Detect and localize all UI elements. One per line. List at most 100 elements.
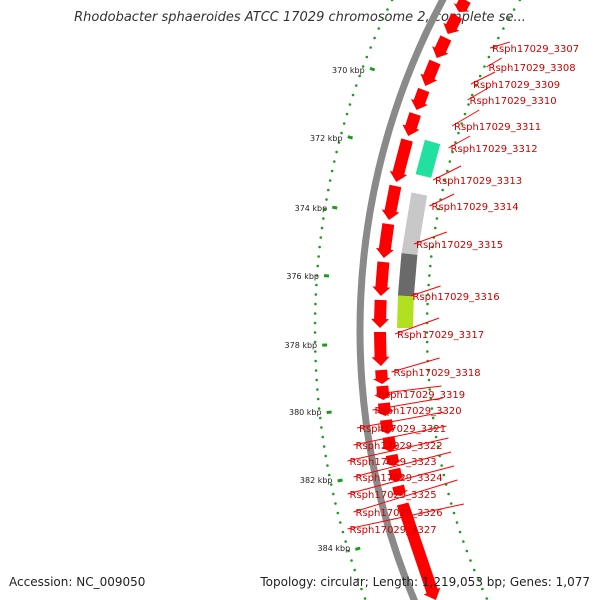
left-dot (313, 340, 317, 344)
gene-label: Rsph17029_3326 (356, 508, 443, 519)
gene-label: Rsph17029_3312 (451, 144, 538, 155)
left-dot (314, 350, 317, 353)
right-dot (472, 568, 476, 572)
right-dot (428, 388, 432, 391)
right-dot (445, 169, 449, 173)
gene-label: Rsph17029_3314 (432, 202, 519, 213)
gene-arrow (384, 453, 402, 466)
backbone-ring (356, 0, 447, 600)
right-dot (476, 578, 480, 581)
gene-label: Rsph17029_3307 (492, 44, 579, 55)
left-dot (353, 568, 357, 572)
left-dot (320, 226, 324, 230)
axis-ticks: 370 kbp 372 kbp 374 kbp 376 kbp 378 kbp 380 k… (285, 66, 376, 553)
right-dot (425, 312, 429, 315)
left-dot (314, 359, 317, 363)
left-dot (316, 264, 320, 268)
right-dot (469, 559, 472, 562)
right-dot (434, 435, 438, 439)
left-dot (360, 587, 363, 591)
left-dot (326, 188, 330, 192)
left-dot (377, 27, 381, 30)
gene-label: Rsph17029_3319 (378, 390, 465, 401)
left-dot (325, 198, 328, 201)
feature-track (397, 139, 441, 329)
left-dot (319, 236, 323, 239)
accession-text: Accession: NC_009050 (9, 575, 146, 589)
right-dot (430, 407, 434, 410)
right-dot (428, 264, 432, 268)
gene-arrow (396, 502, 441, 600)
right-dot (426, 369, 430, 372)
right-dot (447, 492, 450, 496)
gene-arrow (432, 35, 452, 58)
gene-label-leader (394, 317, 440, 335)
gene-label: Rsph17029_3308 (489, 63, 576, 74)
axis-tick-mark (326, 410, 332, 415)
left-dot (327, 473, 331, 477)
gene-label: Rsph17029_3315 (416, 240, 503, 251)
left-dot (320, 426, 323, 429)
gene-label-leader (375, 385, 442, 395)
left-dot (373, 36, 376, 40)
left-dot (329, 483, 333, 486)
left-dot (334, 502, 337, 505)
gene-track (371, 0, 471, 600)
left-dot (331, 492, 335, 496)
right-dot (483, 65, 486, 68)
feature-block (397, 253, 418, 297)
axis-tick-label: 374 kbp (295, 204, 328, 213)
left-dot (386, 8, 389, 11)
right-dot (452, 511, 456, 515)
right-dot (451, 150, 454, 154)
right-dot (425, 331, 429, 334)
left-dot (330, 169, 334, 173)
left-dot (317, 407, 321, 410)
topology-text: Topology: circular; Length: 1,219,053 bp… (260, 575, 590, 589)
gene-label-leader (413, 231, 447, 245)
axis-tick-mark (347, 135, 353, 140)
gene-label-leader (347, 503, 464, 530)
left-dot (318, 416, 322, 420)
right-dot (449, 502, 453, 505)
right-dot (455, 521, 459, 524)
gene-label-leader (347, 465, 455, 495)
right-dot (431, 245, 434, 249)
left-dot (316, 397, 320, 401)
right-dot (425, 340, 429, 344)
left-dot (314, 369, 318, 372)
left-dot (337, 141, 341, 144)
right-dot (497, 36, 500, 40)
axis-tick-label: 370 kbp (332, 66, 365, 75)
left-dot (313, 321, 317, 325)
gene-label: Rsph17029_3311 (454, 122, 541, 133)
right-dot (463, 112, 467, 116)
gene-label-leader (486, 57, 502, 68)
gene-label: Rsph17029_3320 (375, 406, 462, 417)
left-dot (317, 255, 320, 258)
left-dot (335, 150, 338, 154)
axis-tick-label: 384 kbp (318, 544, 351, 553)
right-dot (462, 540, 465, 543)
left-dot (315, 274, 319, 277)
right-dot (448, 160, 452, 163)
right-dot (429, 255, 433, 258)
gene-arrow (372, 261, 391, 296)
right-dot (465, 549, 469, 553)
right-dot (426, 350, 429, 353)
right-dot (426, 302, 429, 306)
map-title: Rhodobacter sphaeroides ATCC 17029 chrom… (74, 10, 526, 25)
right-dot (518, 0, 522, 2)
right-dot (436, 445, 440, 448)
left-dot (326, 464, 329, 467)
gene-arrow (372, 369, 391, 384)
gene-label: Rsph17029_3310 (470, 96, 557, 107)
left-dot (350, 559, 353, 562)
right-dot (470, 93, 474, 97)
left-dot (314, 302, 317, 306)
gene-arrow (387, 467, 405, 482)
left-dot (321, 435, 325, 439)
left-dot (369, 46, 372, 49)
right-dot (507, 17, 510, 21)
